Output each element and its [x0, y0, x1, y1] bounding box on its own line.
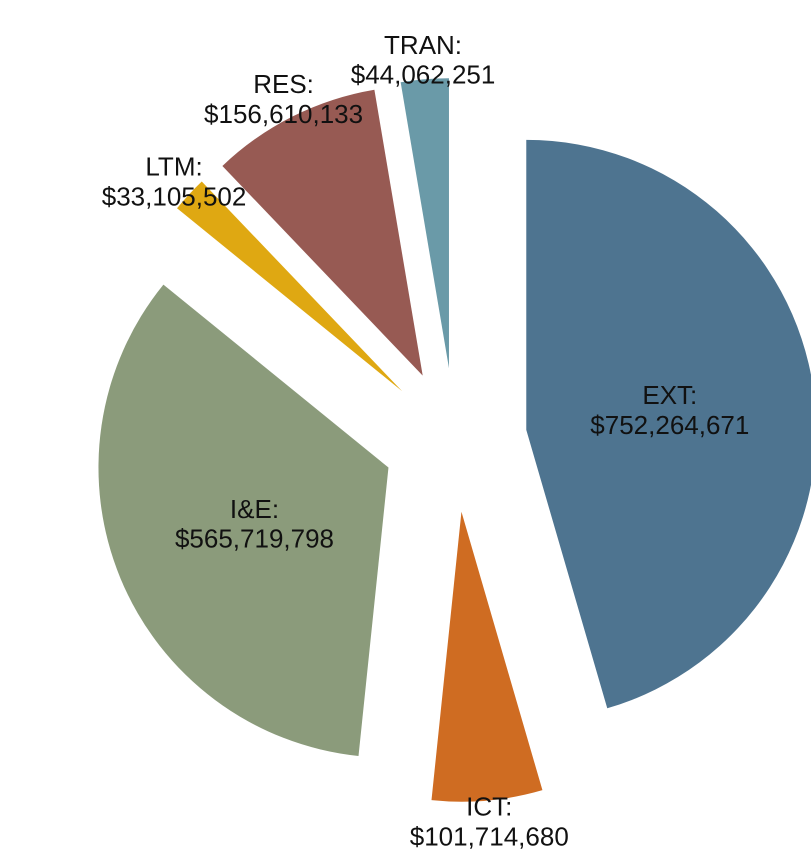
slice-value: $101,714,680 — [410, 821, 569, 851]
slice-label: TRAN: $44,062,251 — [351, 30, 496, 90]
pie-slice — [431, 511, 543, 802]
slice-category: EXT: — [642, 380, 697, 410]
slice-label: EXT: $752,264,671 — [590, 380, 749, 440]
slice-label: LTM: $33,105,502 — [102, 152, 247, 212]
slice-label: RES: $156,610,133 — [204, 69, 363, 129]
slice-value: $752,264,671 — [590, 410, 749, 440]
pie-slice — [222, 89, 423, 376]
slice-value: $156,610,133 — [204, 99, 363, 129]
slice-value: $33,105,502 — [102, 181, 247, 211]
pie-slice — [526, 139, 811, 709]
slice-label: ICT: $101,714,680 — [410, 792, 569, 852]
slice-category: ICT: — [466, 792, 512, 822]
slice-category: I&E: — [230, 494, 279, 524]
slice-value: $44,062,251 — [351, 60, 496, 90]
slice-category: TRAN: — [384, 30, 462, 60]
slice-category: RES: — [253, 69, 314, 99]
slice-category: LTM: — [145, 152, 202, 182]
slice-label: I&E: $565,719,798 — [175, 494, 334, 554]
pie-slice — [98, 284, 389, 756]
slice-value: $565,719,798 — [175, 524, 334, 554]
pie-slice — [177, 181, 403, 392]
pie-slice — [400, 78, 449, 369]
